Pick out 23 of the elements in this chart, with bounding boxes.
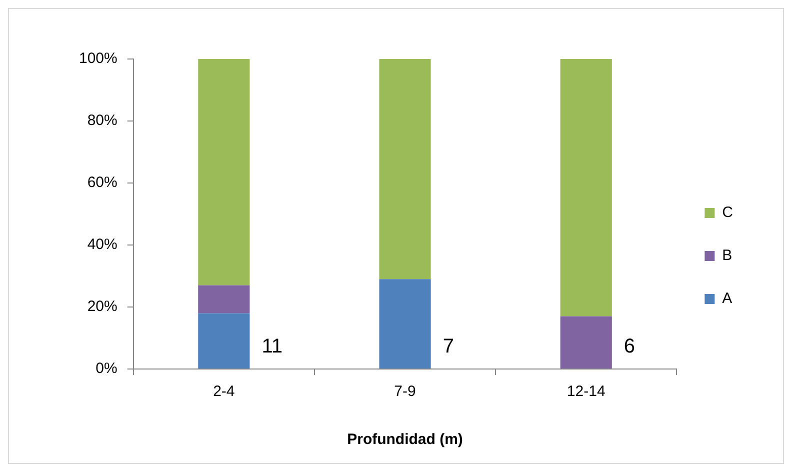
bar [198, 285, 250, 314]
bar [560, 59, 612, 316]
y-tick-label: 40% [87, 236, 118, 254]
legend-label: A [722, 290, 732, 308]
y-tick-label: 0% [96, 360, 118, 378]
y-tick-label: 80% [87, 112, 118, 130]
bar [198, 59, 250, 286]
x-tick-label: 2-4 [213, 383, 235, 400]
bar [379, 279, 431, 368]
x-axis-title: Profundidad (m) [347, 431, 463, 448]
annotation: 6 [624, 336, 636, 358]
legend-label: C [722, 204, 734, 222]
y-tick-label: 60% [87, 174, 118, 192]
y-tick-label: 100% [78, 50, 118, 68]
x-tick-label: 7-9 [394, 383, 416, 400]
annotation: 11 [262, 336, 282, 358]
bar [560, 316, 612, 368]
bar [198, 313, 250, 368]
y-tick-label: 20% [87, 298, 118, 316]
x-tick-label: 12-14 [566, 383, 606, 400]
legend-label: B [722, 247, 732, 264]
bar [379, 59, 431, 280]
annotation: 7 [442, 336, 454, 358]
